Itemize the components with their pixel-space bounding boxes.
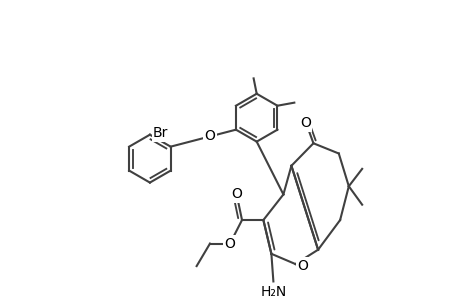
Text: Br: Br: [153, 126, 168, 140]
Text: H₂N: H₂N: [260, 284, 286, 298]
Text: O: O: [299, 116, 310, 130]
Text: O: O: [297, 259, 307, 273]
Text: O: O: [204, 130, 215, 143]
Text: O: O: [231, 188, 241, 201]
Text: O: O: [224, 237, 235, 250]
